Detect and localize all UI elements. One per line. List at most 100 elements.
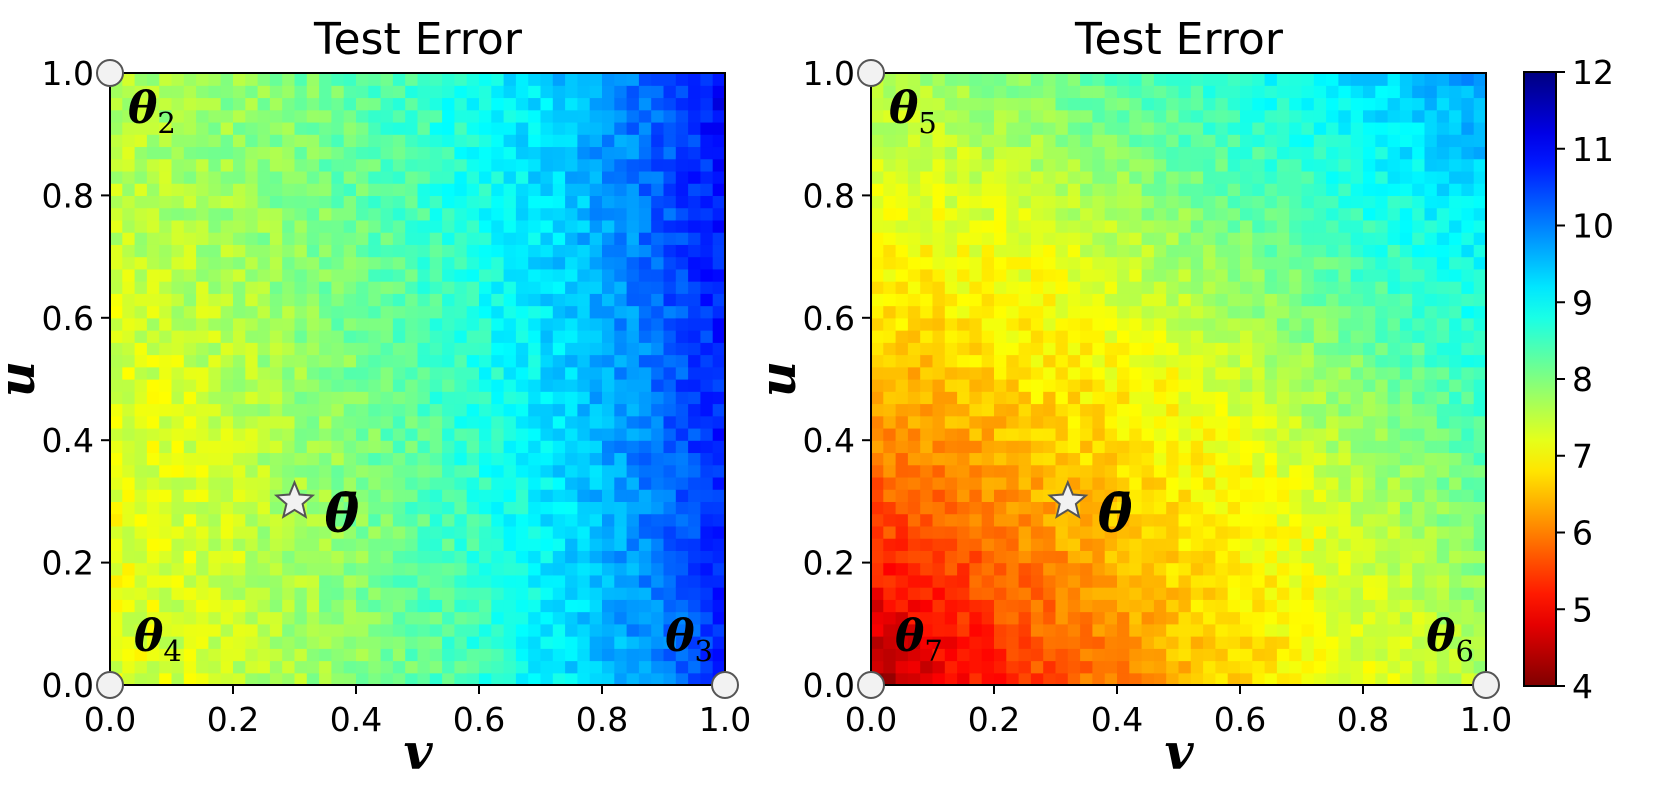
heatmap-cell bbox=[1289, 366, 1303, 380]
heatmap-cell bbox=[1043, 452, 1057, 466]
heatmap-cell bbox=[515, 391, 529, 405]
heatmap-cell bbox=[392, 513, 406, 527]
heatmap-cell bbox=[1338, 244, 1352, 258]
heatmap-cell bbox=[1129, 538, 1143, 551]
heatmap-cell bbox=[515, 158, 529, 172]
heatmap-cell bbox=[134, 330, 148, 343]
heatmap-cell bbox=[515, 611, 529, 625]
heatmap-cell bbox=[343, 134, 357, 148]
heatmap-cell bbox=[1117, 244, 1130, 258]
heatmap-cell bbox=[907, 317, 921, 331]
heatmap-cell bbox=[1289, 354, 1303, 368]
heatmap-cell bbox=[515, 623, 529, 637]
heatmap-cell bbox=[171, 158, 185, 172]
heatmap-cell bbox=[883, 293, 897, 307]
heatmap-cell bbox=[528, 293, 542, 307]
heatmap-cell bbox=[1166, 195, 1180, 209]
heatmap-cell bbox=[1043, 330, 1057, 343]
heatmap-cell bbox=[1178, 281, 1192, 294]
heatmap-cell bbox=[528, 170, 542, 184]
heatmap-cell bbox=[196, 525, 209, 539]
heatmap-cell bbox=[183, 146, 197, 160]
heatmap-cell bbox=[1190, 85, 1204, 99]
heatmap-cell bbox=[319, 415, 332, 429]
heatmap-cell bbox=[171, 109, 185, 123]
heatmap-cell bbox=[981, 97, 995, 111]
heatmap-cell bbox=[331, 134, 345, 148]
heatmap-cell bbox=[883, 574, 897, 588]
heatmap-cell bbox=[1264, 562, 1278, 576]
heatmap-cell bbox=[626, 170, 640, 184]
heatmap-cell bbox=[1436, 611, 1450, 625]
heatmap-cell bbox=[1203, 109, 1216, 123]
heatmap-cell bbox=[380, 415, 394, 429]
heatmap-cell bbox=[1141, 672, 1155, 686]
heatmap-cell bbox=[1326, 574, 1339, 588]
heatmap-cell bbox=[171, 476, 185, 490]
heatmap-cell bbox=[319, 342, 332, 356]
heatmap-cell bbox=[907, 550, 921, 564]
heatmap-cell bbox=[1178, 574, 1192, 588]
heatmap-cell bbox=[269, 550, 283, 564]
heatmap-cell bbox=[233, 158, 246, 172]
heatmap-cell bbox=[392, 599, 406, 613]
heatmap-cell bbox=[454, 476, 468, 490]
heatmap-cell bbox=[1141, 574, 1155, 588]
heatmap-cell bbox=[269, 97, 283, 111]
heatmap-cell bbox=[245, 97, 259, 111]
heatmap-cell bbox=[883, 464, 897, 478]
heatmap-cell bbox=[577, 268, 591, 282]
heatmap-cell bbox=[1141, 599, 1155, 613]
heatmap-cell bbox=[1043, 183, 1057, 196]
heatmap-cell bbox=[1240, 587, 1253, 600]
heatmap-cell bbox=[1301, 330, 1315, 343]
heatmap-cell bbox=[1289, 538, 1303, 551]
heatmap-cell bbox=[589, 256, 603, 270]
heatmap-cell bbox=[343, 489, 357, 502]
heatmap-cell bbox=[1412, 305, 1426, 319]
heatmap-cell bbox=[1117, 366, 1130, 380]
heatmap-cell bbox=[356, 330, 369, 343]
heatmap-cell bbox=[1326, 452, 1339, 466]
heatmap-cell bbox=[269, 183, 283, 196]
heatmap-cell bbox=[294, 73, 308, 86]
heatmap-cell bbox=[1252, 501, 1266, 515]
heatmap-cell bbox=[319, 146, 332, 160]
heatmap-cell bbox=[1190, 574, 1204, 588]
heatmap-cell bbox=[712, 574, 726, 588]
heatmap-cell bbox=[294, 440, 308, 454]
heatmap-cell bbox=[1289, 611, 1303, 625]
heatmap-cell bbox=[1240, 464, 1253, 478]
heatmap-cell bbox=[183, 379, 197, 392]
heatmap-cell bbox=[1387, 464, 1401, 478]
heatmap-cell bbox=[1449, 611, 1462, 625]
heatmap-cell bbox=[208, 354, 222, 368]
heatmap-cell bbox=[1252, 550, 1266, 564]
heatmap-cell bbox=[1153, 525, 1167, 539]
heatmap-cell bbox=[1203, 587, 1216, 600]
heatmap-cell bbox=[356, 550, 369, 564]
heatmap-cell bbox=[1301, 244, 1315, 258]
heatmap-cell bbox=[110, 85, 123, 99]
heatmap-cell bbox=[1153, 391, 1167, 405]
heatmap-cell bbox=[626, 538, 640, 551]
heatmap-cell bbox=[981, 574, 995, 588]
heatmap-cell bbox=[269, 538, 283, 551]
heatmap-cell bbox=[1399, 207, 1413, 221]
heatmap-cell bbox=[528, 158, 542, 172]
heatmap-cell bbox=[294, 415, 308, 429]
heatmap-cell bbox=[626, 489, 640, 502]
heatmap-cell bbox=[294, 427, 308, 441]
heatmap-cell bbox=[1129, 207, 1143, 221]
heatmap-cell bbox=[1190, 440, 1204, 454]
heatmap-cell bbox=[1153, 109, 1167, 123]
heatmap-cell bbox=[1141, 660, 1155, 674]
heatmap-cell bbox=[134, 574, 148, 588]
heatmap-cell bbox=[208, 109, 222, 123]
x-tick-label: 0.4 bbox=[330, 700, 382, 739]
heatmap-cell bbox=[638, 232, 652, 245]
heatmap-cell bbox=[319, 391, 332, 405]
heatmap-cell bbox=[269, 109, 283, 123]
heatmap-cell bbox=[1203, 525, 1216, 539]
heatmap-cell bbox=[920, 623, 934, 637]
